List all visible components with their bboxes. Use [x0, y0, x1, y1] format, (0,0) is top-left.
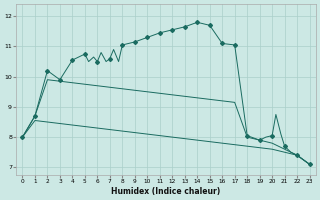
- X-axis label: Humidex (Indice chaleur): Humidex (Indice chaleur): [111, 187, 221, 196]
